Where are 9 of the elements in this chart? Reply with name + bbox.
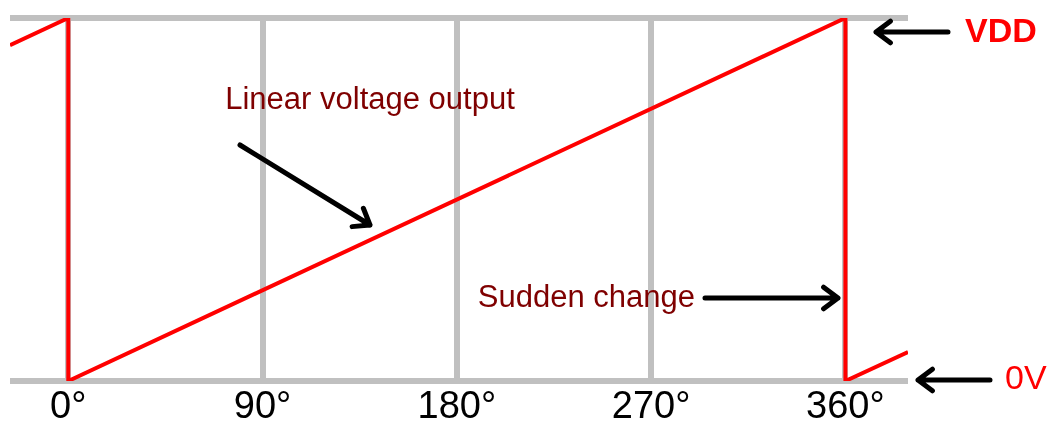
x-tick-label: 0° (50, 384, 87, 427)
text: VDD (965, 11, 1037, 50)
x-tick-label: 360° (806, 384, 885, 427)
x-tick-label: 180° (417, 384, 497, 427)
annotation: Sudden change (477, 278, 695, 314)
x-tick-label: 270° (611, 384, 691, 427)
annotation: Linear voltage output (225, 80, 516, 116)
x-tick-label: 90° (233, 384, 292, 427)
text: 0V (1005, 358, 1047, 397)
